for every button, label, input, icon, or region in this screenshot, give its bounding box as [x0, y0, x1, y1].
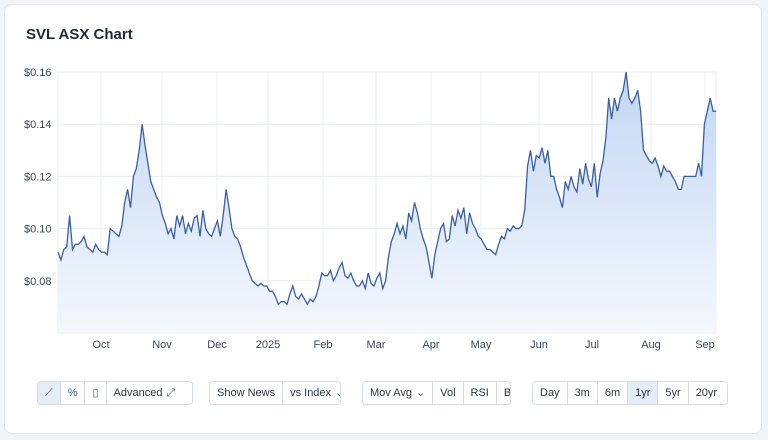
x-tick-label: Jun	[530, 339, 548, 351]
advanced-label: Advanced	[113, 387, 163, 399]
x-tick-label: Apr	[422, 339, 439, 351]
x-tick-label: Mar	[367, 339, 386, 351]
line-chart-button[interactable]: ⟋	[38, 382, 61, 404]
x-tick-label: Sep	[695, 339, 715, 351]
bb-button[interactable]: BB	[497, 382, 511, 404]
expand-icon: ⤢	[166, 387, 176, 399]
price-line	[57, 71, 716, 306]
vs-index-dropdown[interactable]: vs Index ⌄	[283, 382, 340, 404]
show-news-label: Show News	[217, 387, 276, 399]
vol-button[interactable]: Vol	[433, 382, 464, 404]
price-area	[58, 72, 716, 333]
y-tick-label: $0.16	[24, 67, 52, 79]
candlestick-button[interactable]: ▯	[85, 382, 107, 404]
x-tick-label: Jul	[585, 339, 599, 351]
range-button-5yr[interactable]: 5yr	[658, 382, 689, 404]
x-tick-label: May	[471, 339, 492, 351]
range-group: Day 3m 6m 1yr 5yr 20yr	[532, 381, 728, 405]
mov-avg-label: Mov Avg	[370, 387, 412, 399]
x-tick-label: Feb	[314, 339, 333, 351]
x-tick-label: Aug	[641, 339, 661, 351]
line-chart-icon: ⟋	[45, 387, 53, 399]
mov-avg-dropdown[interactable]: Mov Avg ⌄	[363, 382, 434, 404]
chart-title: SVL ASX Chart	[26, 26, 133, 43]
range-button-20yr[interactable]: 20yr	[695, 387, 718, 399]
chevron-down-icon: ⌄	[335, 382, 340, 404]
rsi-label: RSI	[470, 387, 489, 399]
vs-index-label: vs Index	[290, 387, 332, 399]
x-tick-label: Oct	[92, 339, 109, 351]
chart-type-group: ⟋ % ▯ Advanced ⤢	[37, 381, 193, 405]
range-button-3m[interactable]: 3m	[568, 382, 598, 404]
x-tick-label: Dec	[207, 339, 227, 351]
advanced-button[interactable]: Advanced ⤢	[107, 382, 183, 404]
rsi-button[interactable]: RSI	[464, 382, 497, 404]
y-tick-label: $0.10	[24, 224, 52, 236]
y-tick-label: $0.12	[24, 171, 52, 183]
range-button-1yr[interactable]: 1yr	[628, 382, 659, 404]
vol-label: Vol	[440, 387, 456, 399]
bb-label: BB	[503, 387, 511, 399]
y-tick-label: $0.14	[24, 119, 52, 131]
percent-button[interactable]: %	[61, 382, 86, 404]
news-index-group: Show News vs Index ⌄	[209, 381, 341, 405]
chevron-down-icon: ⌄	[416, 387, 426, 399]
x-tick-label: 2025	[256, 339, 280, 351]
show-news-button[interactable]: Show News	[210, 382, 284, 404]
candlestick-icon: ▯	[92, 387, 99, 399]
indicators-group: Mov Avg ⌄ Vol RSI BB	[362, 381, 511, 405]
y-tick-label: $0.08	[24, 276, 52, 288]
range-button-day[interactable]: Day	[533, 382, 568, 404]
percent-icon: %	[67, 387, 78, 399]
x-tick-label: Nov	[152, 339, 172, 351]
range-button-6m[interactable]: 6m	[598, 382, 629, 404]
